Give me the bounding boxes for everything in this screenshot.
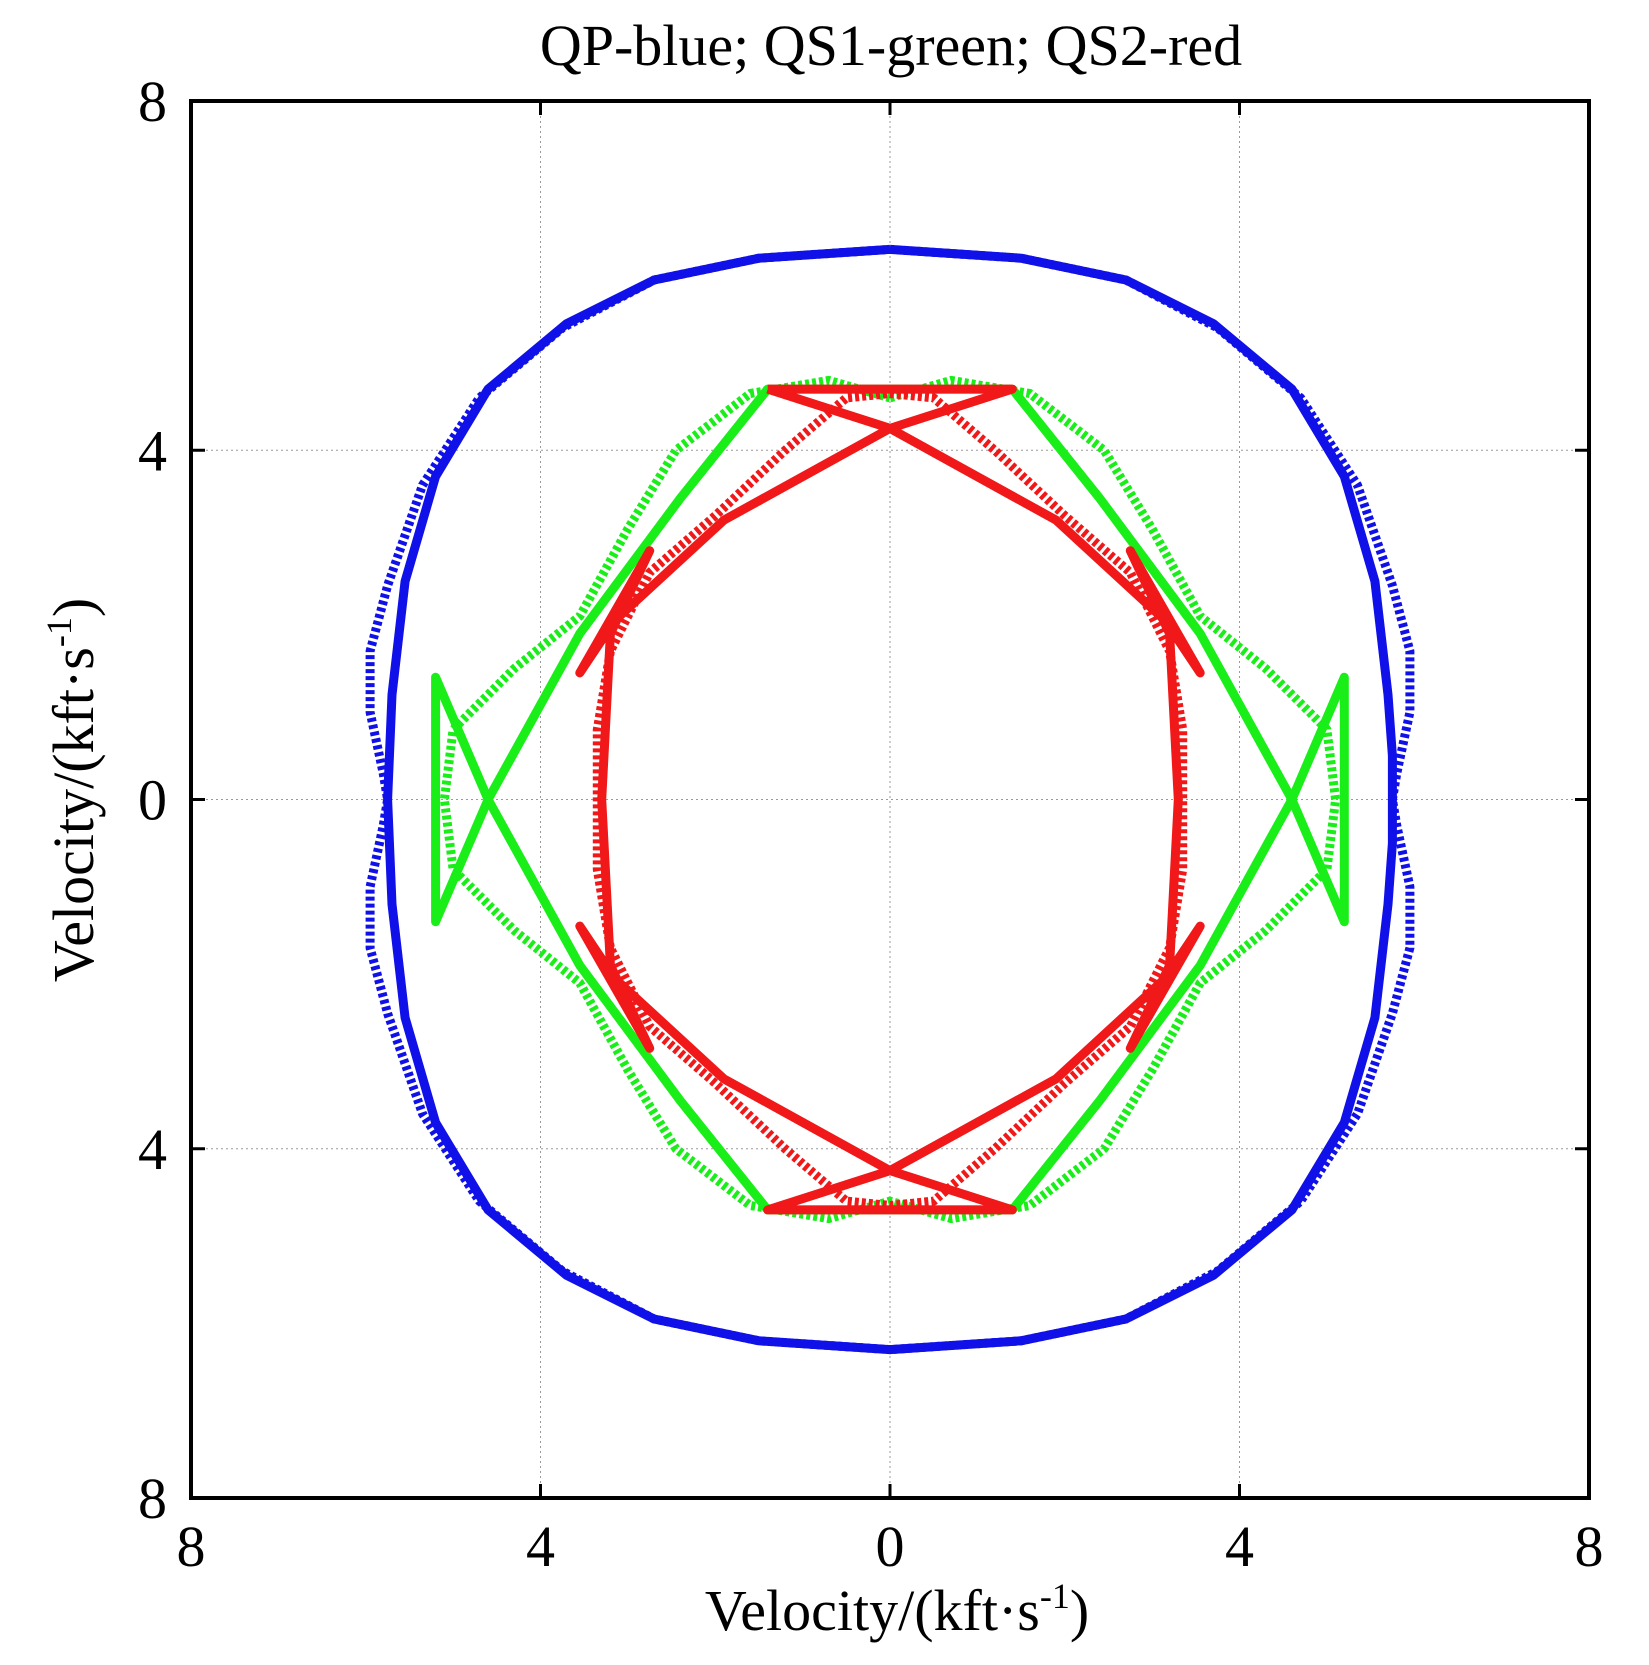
y-axis-label: Velocity/(kft·s-1) <box>39 598 106 982</box>
series-layer <box>365 244 1415 1355</box>
x-axis-label-end: ) <box>1070 1578 1089 1643</box>
x-axis-label-main: Velocity/(kft·s <box>705 1578 1040 1643</box>
x-tick-label: 0 <box>876 1514 905 1579</box>
series-line <box>575 384 1205 1215</box>
x-tick-label: 4 <box>526 1514 555 1579</box>
y-tick-label: 0 <box>138 768 167 833</box>
y-axis-label-main: Velocity/(kft·s <box>41 647 106 982</box>
y-tick-label: 8 <box>138 1466 167 1531</box>
y-tick-label: 4 <box>138 1117 167 1182</box>
x-axis-label-sup: -1 <box>1040 1576 1070 1616</box>
x-tick-label: 4 <box>1225 1514 1254 1579</box>
series-line <box>592 389 1188 1210</box>
x-axis-label: Velocity/(kft·s-1) <box>705 1576 1089 1643</box>
y-tick-label: 8 <box>138 69 167 134</box>
ticks <box>191 101 1589 1498</box>
chart-title: QP-blue; QS1-green; QS2-red <box>540 13 1242 78</box>
x-tick-label: 8 <box>1575 1514 1604 1579</box>
y-axis-label-sup: -1 <box>39 617 79 647</box>
y-axis-label-end: ) <box>41 598 106 617</box>
y-tick-label: 4 <box>138 418 167 483</box>
grid <box>191 101 1589 1498</box>
series-line <box>365 244 1415 1355</box>
plot-frame <box>189 99 1591 1500</box>
x-tick-label: 8 <box>177 1514 206 1579</box>
